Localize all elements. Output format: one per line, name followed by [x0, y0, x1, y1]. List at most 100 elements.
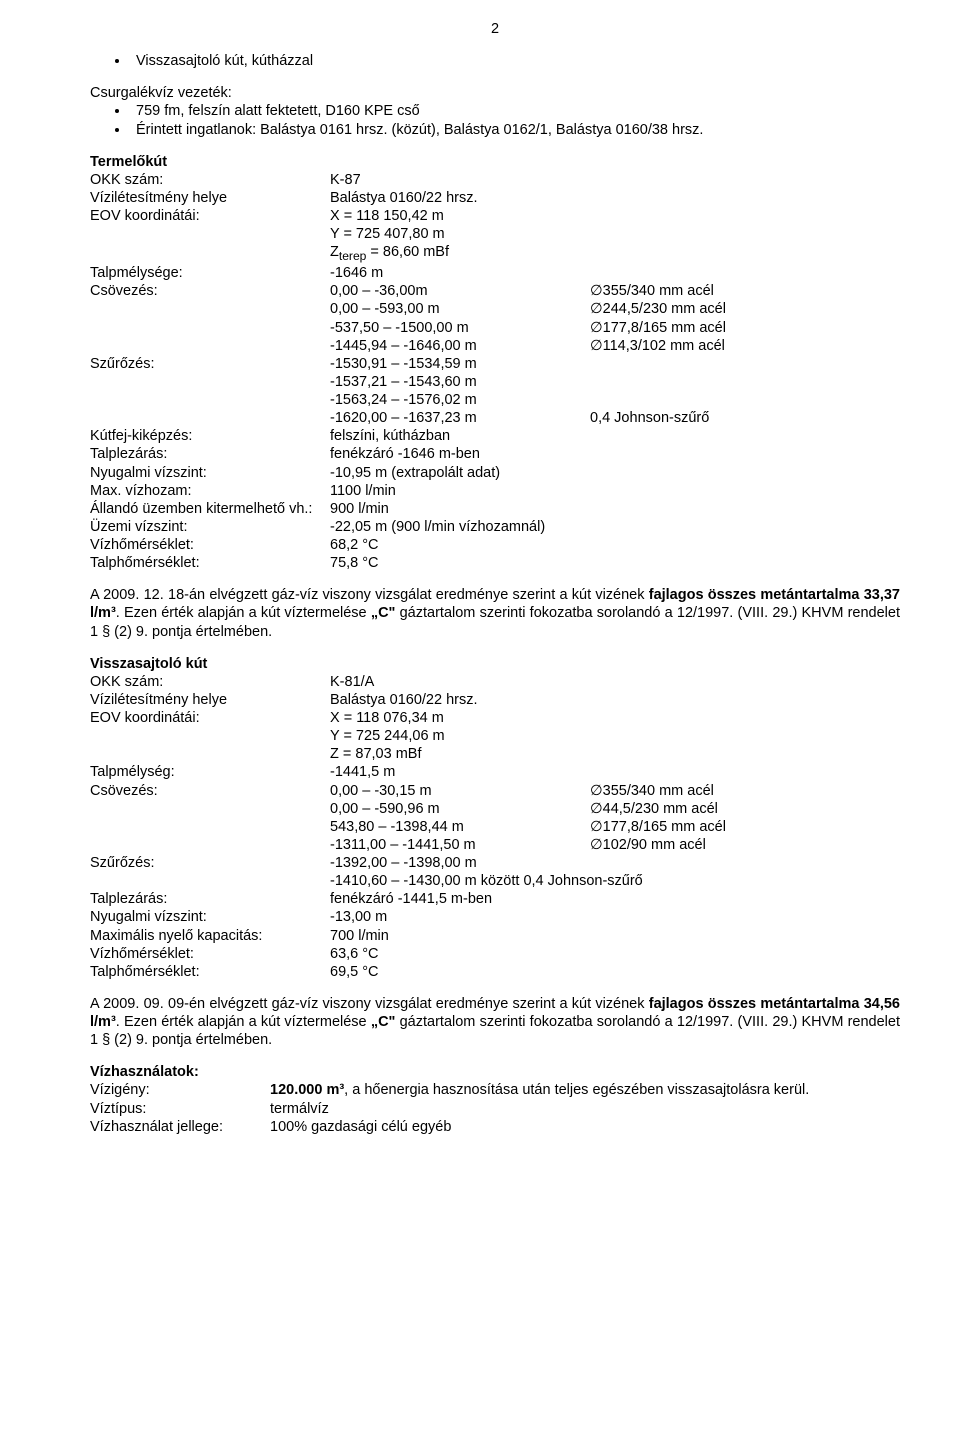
value: 75,8 °C	[330, 554, 590, 572]
label: Talpmélység:	[90, 763, 330, 781]
row-piping: -1445,94 – -1646,00 m ∅114,3/102 mm acél	[90, 337, 900, 355]
value: 0,00 – -590,96 m	[330, 800, 590, 818]
label: Vízhőmérséklet:	[90, 536, 330, 554]
note: ∅244,5/230 mm acél	[590, 300, 726, 318]
row-piping: 543,80 – -1398,44 m ∅177,8/165 mm acél	[90, 818, 900, 836]
value: Balástya 0160/22 hrsz.	[330, 189, 590, 207]
row-filter: Szűrőzés: -1530,91 – -1534,59 m	[90, 355, 900, 373]
row-piping: 0,00 – -590,96 m ∅44,5/230 mm acél	[90, 800, 900, 818]
row-btemp: Talphőmérséklet: 69,5 °C	[90, 963, 900, 981]
value: X = 118 150,42 m	[330, 207, 590, 225]
row-bottom: Talplezárás: fenékzáró -1441,5 m-ben	[90, 890, 900, 908]
label: Csövezés:	[90, 282, 330, 300]
value: -1445,94 – -1646,00 m	[330, 337, 590, 355]
row-piping: 0,00 – -593,00 m ∅244,5/230 mm acél	[90, 300, 900, 318]
value: fenékzáró -1441,5 m-ben	[330, 890, 590, 908]
note: ∅44,5/230 mm acél	[590, 800, 718, 818]
label: Vízhőmérséklet:	[90, 945, 330, 963]
row-max: Maximális nyelő kapacitás: 700 l/min	[90, 927, 900, 945]
value: 69,5 °C	[330, 963, 590, 981]
row-btemp: Talphőmérséklet: 75,8 °C	[90, 554, 900, 572]
note: ∅355/340 mm acél	[590, 782, 714, 800]
p1-bold2: „C"	[371, 605, 396, 621]
z-sub: terep	[339, 249, 367, 263]
label: Talphőmérséklet:	[90, 554, 330, 572]
value: -1563,24 – -1576,02 m	[330, 391, 590, 409]
well2-header: Visszasajtoló kút	[90, 655, 900, 673]
value: fenékzáró -1646 m-ben	[330, 445, 590, 463]
label: Vízilétesítmény helye	[90, 189, 330, 207]
label: Vízhasználat jellege:	[90, 1118, 270, 1136]
well1-header: Termelőkút	[90, 153, 900, 171]
row-eov: EOV koordinátái: X = 118 150,42 m	[90, 207, 900, 225]
z-val: = 86,60 mBf	[370, 244, 449, 260]
paragraph-2: A 2009. 09. 09-én elvégzett gáz-víz visz…	[90, 995, 900, 1049]
label: OKK szám:	[90, 673, 330, 691]
value: 0,00 – -36,00m	[330, 282, 590, 300]
label: Nyugalmi vízszint:	[90, 464, 330, 482]
note: 0,4 Johnson-szűrő	[590, 409, 709, 427]
value: 63,6 °C	[330, 945, 590, 963]
eov-y: Y = 725 407,80 m	[330, 225, 900, 243]
note: ∅114,3/102 mm acél	[590, 337, 725, 355]
label: Kútfej-kiképzés:	[90, 427, 330, 445]
row-facility: Vízilétesítmény helye Balástya 0160/22 h…	[90, 189, 900, 207]
row-max: Max. vízhozam: 1100 l/min	[90, 482, 900, 500]
label: Szűrőzés:	[90, 854, 330, 872]
value: 0,00 – -593,00 m	[330, 300, 590, 318]
value: 700 l/min	[330, 927, 590, 945]
row-demand: Vízigény: 120.000 m³, a hőenergia haszno…	[90, 1081, 900, 1099]
list-item: 759 fm, felszín alatt fektetett, D160 KP…	[130, 102, 900, 120]
label	[90, 872, 330, 890]
p2-mid: . Ezen érték alapján a kút víztermelése	[116, 1014, 371, 1030]
list-item: Érintett ingatlanok: Balástya 0161 hrsz.…	[130, 121, 900, 139]
label	[90, 818, 330, 836]
value: Balástya 0160/22 hrsz.	[330, 691, 590, 709]
label	[90, 373, 330, 391]
label: Talplezárás:	[90, 445, 330, 463]
label: Nyugalmi vízszint:	[90, 908, 330, 926]
value: -1441,5 m	[330, 763, 590, 781]
row-rest: Nyugalmi vízszint: -13,00 m	[90, 908, 900, 926]
label	[90, 800, 330, 818]
label	[90, 319, 330, 337]
value: -537,50 – -1500,00 m	[330, 319, 590, 337]
row-piping: Csövezés: 0,00 – -36,00m ∅355/340 mm acé…	[90, 282, 900, 300]
label	[90, 836, 330, 854]
row-op: Üzemi vízszint: -22,05 m (900 l/min vízh…	[90, 518, 900, 536]
row-filter: -1410,60 – -1430,00 m között 0,4 Johnson…	[90, 872, 900, 890]
eov-z: Zterep = 86,60 mBf	[330, 243, 900, 264]
label: Vízilétesítmény helye	[90, 691, 330, 709]
demand-bold: 120.000 m³	[270, 1082, 344, 1098]
value: termálvíz	[270, 1100, 329, 1118]
label: Szűrőzés:	[90, 355, 330, 373]
label: Max. vízhozam:	[90, 482, 330, 500]
row-rest: Nyugalmi vízszint: -10,95 m (extrapolált…	[90, 464, 900, 482]
p1-pre: A 2009. 12. 18-án elvégzett gáz-víz visz…	[90, 587, 649, 603]
value: -1410,60 – -1430,00 m között 0,4 Johnson…	[330, 872, 643, 890]
value: X = 118 076,34 m	[330, 709, 590, 727]
eov-y: Y = 725 244,06 m	[330, 727, 900, 745]
label: Csövezés:	[90, 782, 330, 800]
label: Víztípus:	[90, 1100, 270, 1118]
row-head: Kútfej-kiképzés: felszíni, kútházban	[90, 427, 900, 445]
label: Talphőmérséklet:	[90, 963, 330, 981]
value: -1392,00 – -1398,00 m	[330, 854, 590, 872]
value: K-87	[330, 171, 590, 189]
top-bullet-list: Visszasajtoló kút, kútházzal	[90, 52, 900, 70]
row-type: Víztípus: termálvíz	[90, 1100, 900, 1118]
row-bottom: Talplezárás: fenékzáró -1646 m-ben	[90, 445, 900, 463]
usage-header: Vízhasználatok:	[90, 1063, 900, 1081]
row-wtemp: Vízhőmérséklet: 63,6 °C	[90, 945, 900, 963]
value: 0,00 – -30,15 m	[330, 782, 590, 800]
drain-bullet-list: 759 fm, felszín alatt fektetett, D160 KP…	[90, 102, 900, 138]
z-text: Z	[330, 244, 339, 260]
label: Talplezárás:	[90, 890, 330, 908]
note: ∅177,8/165 mm acél	[590, 319, 726, 337]
row-piping: -537,50 – -1500,00 m ∅177,8/165 mm acél	[90, 319, 900, 337]
value: felszíni, kútházban	[330, 427, 590, 445]
label: Talpmélysége:	[90, 264, 330, 282]
row-okk: OKK szám: K-81/A	[90, 673, 900, 691]
value: 68,2 °C	[330, 536, 590, 554]
row-facility: Vízilétesítmény helye Balástya 0160/22 h…	[90, 691, 900, 709]
